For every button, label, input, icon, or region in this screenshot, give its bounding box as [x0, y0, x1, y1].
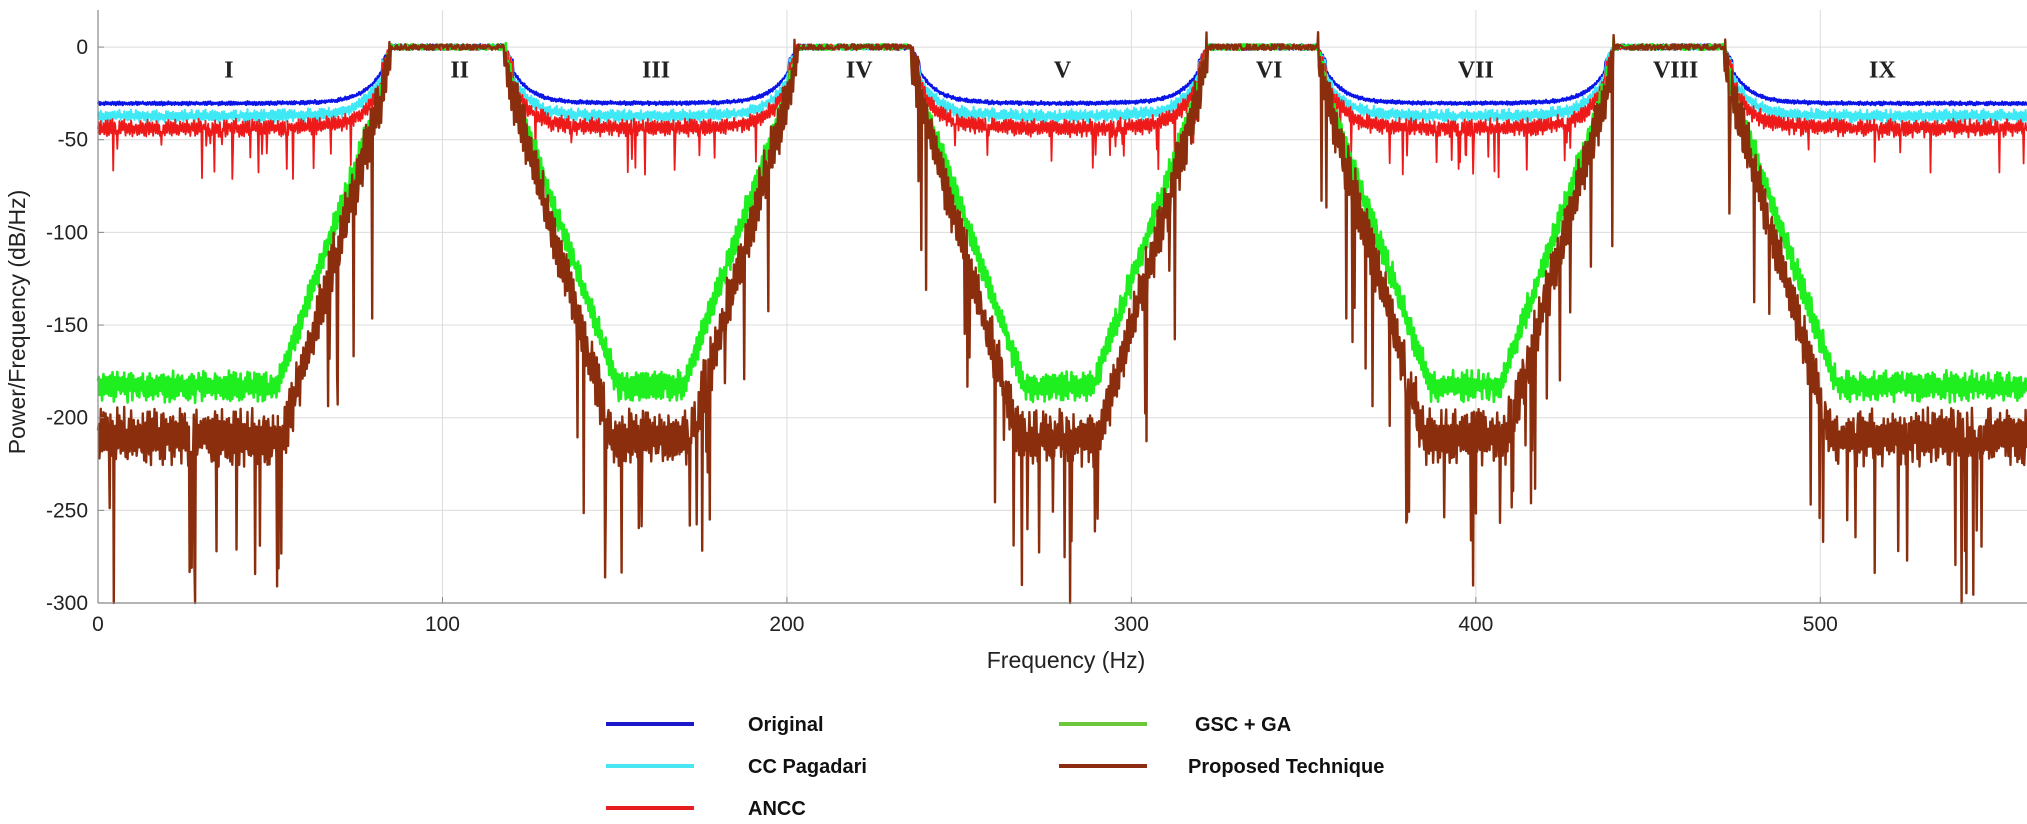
x-tick-label: 400	[1458, 613, 1493, 636]
band-label: V	[1054, 57, 1072, 83]
band-labels: I II III IV V VI VII VIII IX	[224, 57, 1896, 83]
legend-label: GSC + GA	[1195, 714, 1291, 736]
legend-label: Proposed Technique	[1188, 756, 1384, 778]
x-tick-label: 200	[769, 613, 804, 636]
band-label: IV	[846, 57, 873, 83]
y-tick-label: -50	[58, 129, 88, 152]
y-tick-label: -200	[46, 407, 88, 430]
band-label: III	[642, 57, 670, 83]
legend-label: ANCC	[748, 798, 806, 820]
y-tick-label: -300	[46, 592, 88, 615]
x-tick-label: 0	[92, 613, 104, 636]
x-tick-label: 500	[1803, 613, 1838, 636]
x-tick-label: 100	[425, 613, 460, 636]
x-axis-label: Frequency (Hz)	[987, 647, 1145, 673]
series-line-proposed-technique	[96, 31, 2027, 605]
axes: 0 100 200 300 400 500 0 -50 -100 -150 -200 -250 -300	[46, 10, 2027, 636]
band-label: VIII	[1653, 57, 1698, 83]
band-label: I	[224, 57, 233, 83]
legend-label: Original	[748, 714, 824, 736]
y-tick-label: 0	[76, 36, 88, 59]
plot-area	[96, 31, 2027, 605]
band-label: VI	[1256, 57, 1283, 83]
legend: Original CC Pagadari ANCC GSC + GA Proposed …	[606, 714, 1384, 820]
legend-label: CC Pagadari	[748, 756, 867, 778]
y-tick-label: -100	[46, 221, 88, 244]
x-tick-label: 300	[1114, 613, 1149, 636]
y-axis-label: Power/Frequency (dB/Hz)	[4, 190, 30, 455]
band-label: VII	[1458, 57, 1494, 83]
y-tick-label: -150	[46, 314, 88, 337]
band-label: II	[450, 57, 469, 83]
y-tick-label: -250	[46, 499, 88, 522]
band-label: IX	[1869, 57, 1896, 83]
